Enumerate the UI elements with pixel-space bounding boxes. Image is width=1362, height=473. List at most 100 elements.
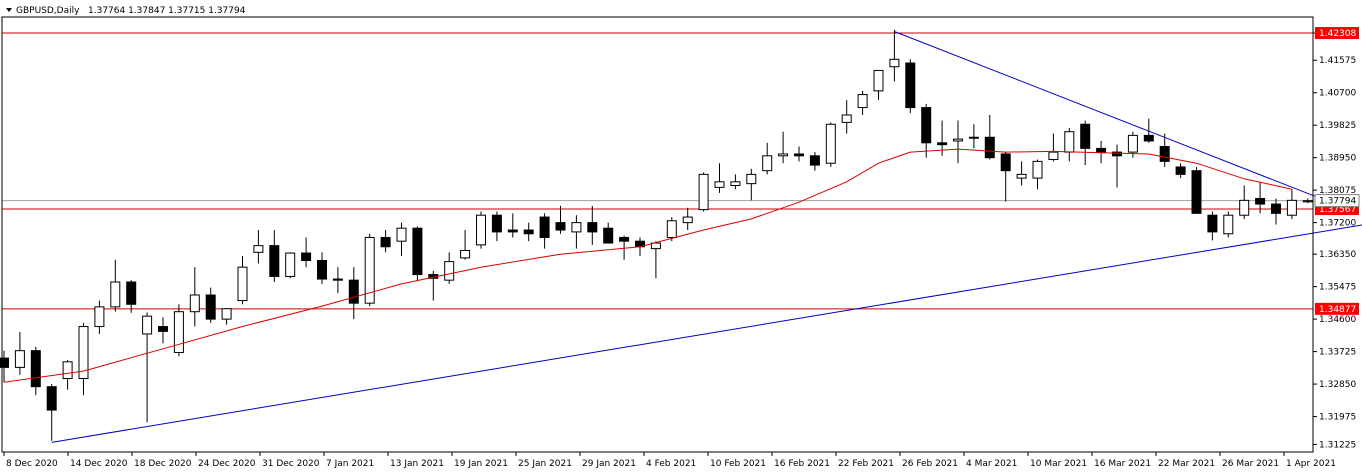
candle bbox=[1302, 198, 1313, 204]
bull-candle-body bbox=[1064, 131, 1075, 153]
bear-candle-body bbox=[317, 259, 327, 280]
bull-candle-body bbox=[1239, 199, 1250, 216]
candle bbox=[698, 172, 709, 212]
bear-candle-body bbox=[905, 62, 916, 109]
candle bbox=[1207, 211, 1218, 241]
level-price-label: 1.34877 bbox=[1319, 305, 1356, 315]
bull-candle-body bbox=[1286, 199, 1297, 216]
x-tick-label: 8 Dec 2020 bbox=[6, 459, 58, 469]
candle bbox=[1096, 140, 1107, 164]
bear-candle-body bbox=[1143, 134, 1154, 142]
candle bbox=[412, 226, 423, 282]
bear-candle-body bbox=[1080, 123, 1091, 149]
bull-candle-body bbox=[189, 294, 200, 313]
bear-candle-body bbox=[205, 294, 216, 320]
candle bbox=[78, 322, 89, 396]
x-tick-label: 25 Jan 2021 bbox=[518, 459, 572, 469]
candle bbox=[221, 307, 232, 325]
candle bbox=[984, 114, 995, 160]
bear-candle-body bbox=[794, 153, 804, 157]
bull-candle-body bbox=[841, 114, 852, 123]
y-tick-label: 1.40700 bbox=[1319, 89, 1356, 99]
bear-candle-body bbox=[1271, 203, 1281, 214]
candle bbox=[905, 59, 916, 114]
bear-candle-body bbox=[555, 222, 566, 231]
candle bbox=[476, 211, 486, 249]
candle bbox=[1255, 181, 1266, 214]
candle bbox=[873, 69, 884, 101]
bear-candle-body bbox=[348, 279, 359, 304]
bull-candle-body bbox=[1223, 214, 1234, 235]
bull-candle-body bbox=[444, 261, 455, 281]
x-tick-label: 29 Jan 2021 bbox=[582, 459, 636, 469]
candle bbox=[730, 174, 741, 190]
candle bbox=[587, 205, 598, 245]
bull-candle-body bbox=[682, 216, 693, 224]
bear-candle-body bbox=[1112, 151, 1122, 157]
trendline bbox=[51, 224, 1362, 443]
candle bbox=[603, 222, 614, 244]
candle bbox=[491, 211, 502, 242]
candle bbox=[1271, 198, 1281, 225]
candle bbox=[1143, 118, 1154, 143]
bull-candle-body bbox=[873, 69, 884, 92]
x-tick-label: 1 Apr 2021 bbox=[1286, 459, 1336, 469]
price-axis[interactable]: 1.42308 1.41575 1.40700 1.39825 1.38950 1.380… bbox=[1313, 27, 1360, 450]
x-tick-label: 13 Jan 2021 bbox=[390, 459, 444, 469]
chart-header: GBPUSD,Daily 1.37764 1.37847 1.37715 1.3… bbox=[6, 6, 246, 16]
candle bbox=[1112, 144, 1122, 188]
bull-candle-body bbox=[953, 138, 963, 142]
bear-candle-body bbox=[30, 350, 41, 388]
bear-candle-body bbox=[619, 236, 630, 242]
y-tick-label: 1.37200 bbox=[1319, 219, 1356, 229]
candle bbox=[301, 237, 312, 268]
trendline bbox=[894, 31, 1340, 207]
candle bbox=[523, 222, 534, 242]
bear-candle-body bbox=[921, 107, 932, 144]
bull-candle-body bbox=[78, 326, 89, 380]
bull-candle-body bbox=[14, 350, 25, 368]
bull-candle-body bbox=[62, 361, 73, 380]
candle bbox=[189, 267, 200, 327]
bear-candle-body bbox=[1175, 166, 1186, 175]
x-tick-label: 31 Dec 2020 bbox=[262, 459, 320, 469]
bear-candle-body bbox=[937, 142, 948, 146]
candle bbox=[237, 256, 248, 305]
bear-candle-body bbox=[301, 252, 312, 261]
bull-candle-body bbox=[730, 181, 741, 187]
candle bbox=[1000, 152, 1011, 202]
candle bbox=[794, 146, 804, 162]
bull-candle-body bbox=[666, 220, 677, 238]
bull-candle-body bbox=[889, 58, 900, 68]
candle bbox=[825, 122, 836, 167]
x-tick-label: 4 Feb 2021 bbox=[646, 459, 696, 469]
level-price-label: 1.37567 bbox=[1319, 205, 1356, 215]
y-tick-label: 1.31975 bbox=[1319, 413, 1356, 423]
candle bbox=[158, 317, 168, 344]
bull-candle-body bbox=[1302, 200, 1313, 203]
y-tick-label: 1.33725 bbox=[1319, 348, 1356, 358]
time-axis[interactable]: 8 Dec 2020 14 Dec 2020 18 Dec 2020 24 Dec 2… bbox=[3, 452, 1336, 469]
candle bbox=[94, 300, 105, 334]
plot-frame bbox=[1, 16, 1314, 453]
level-price-box bbox=[1315, 302, 1359, 315]
bull-candle-body bbox=[285, 252, 296, 277]
candle bbox=[14, 332, 25, 375]
level-price-label: 1.42308 bbox=[1319, 29, 1356, 39]
y-tick-label: 1.39825 bbox=[1319, 121, 1356, 131]
bear-candle-body bbox=[1096, 147, 1107, 153]
x-tick-label: 18 Dec 2020 bbox=[134, 459, 192, 469]
bear-candle-body bbox=[0, 357, 9, 368]
x-tick-label: 26 Mar 2021 bbox=[1222, 459, 1279, 469]
bull-candle-body bbox=[364, 236, 375, 304]
candle bbox=[364, 233, 375, 307]
y-tick-label: 1.35475 bbox=[1319, 283, 1356, 293]
candle bbox=[1286, 189, 1297, 219]
bear-candle-body bbox=[1191, 170, 1202, 214]
bear-candle-body bbox=[984, 136, 995, 159]
bull-candle-body bbox=[571, 222, 582, 233]
x-tick-label: 26 Feb 2021 bbox=[902, 459, 958, 469]
symbol-menu-icon[interactable] bbox=[6, 8, 12, 12]
